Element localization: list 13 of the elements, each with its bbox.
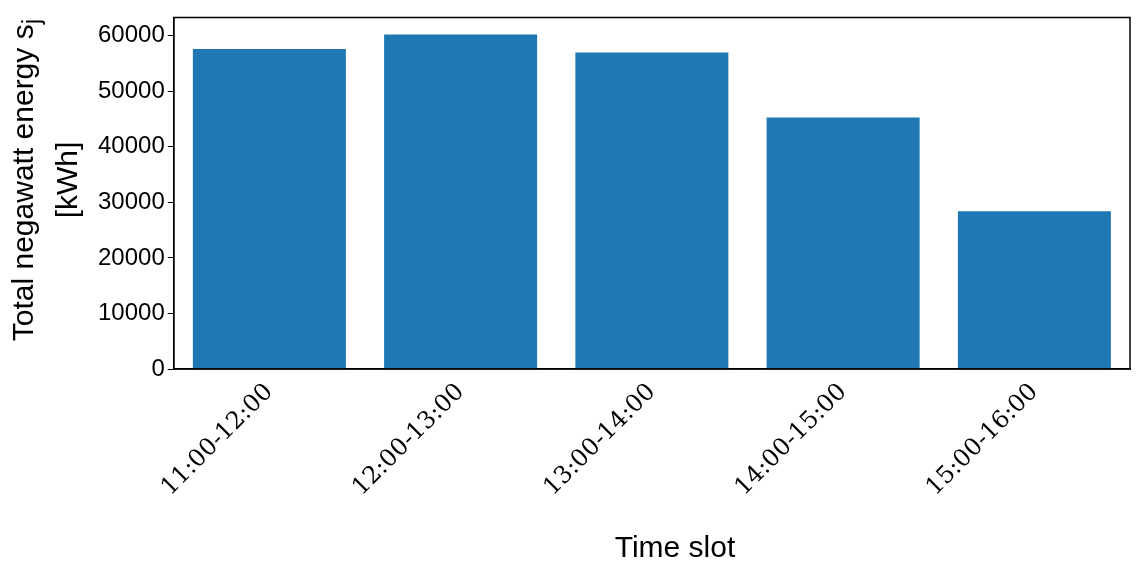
bar [575,52,729,369]
x-axis-title: Time slot [613,530,737,564]
y-tick-label: 10000 [97,298,165,326]
y-tick-label: 50000 [97,75,165,103]
y-tick-label: 30000 [97,187,165,215]
bar [957,211,1111,369]
bar [192,49,346,369]
y-tick-label: 20000 [97,242,165,270]
y-tick-label: 40000 [97,131,165,159]
bar [384,34,538,369]
y-tick-label: 0 [151,353,165,381]
bar [766,117,920,369]
y-tick-label: 60000 [97,20,165,48]
